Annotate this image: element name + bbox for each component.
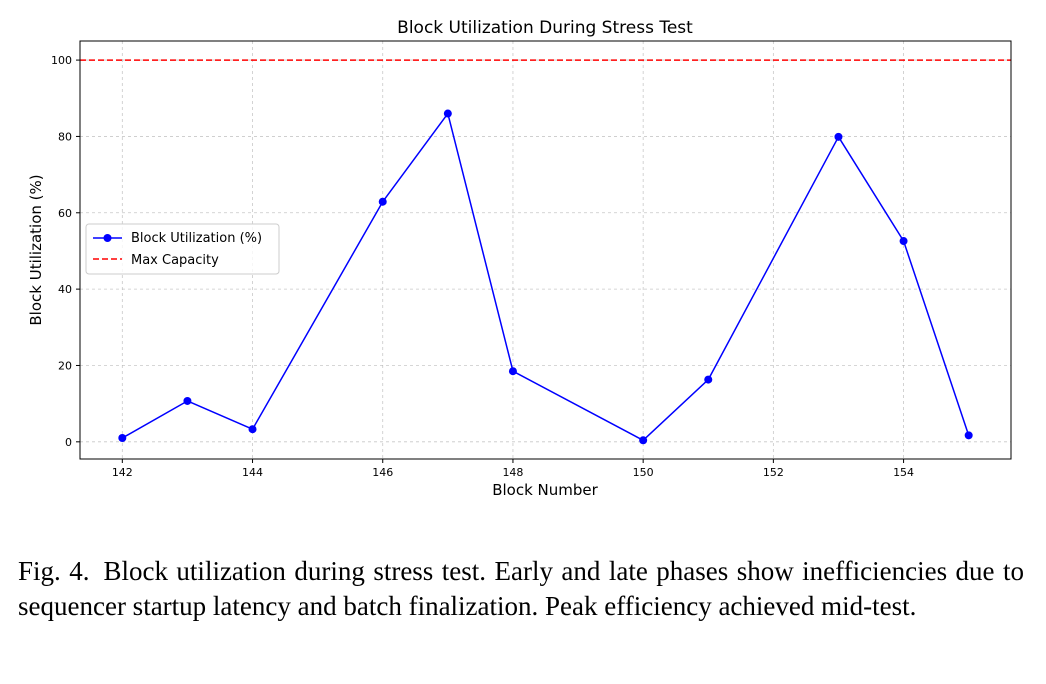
utilization-series-line bbox=[121, 112, 970, 442]
y-tick-label: 40 bbox=[58, 283, 72, 296]
utilization-data-point bbox=[834, 132, 843, 141]
y-tick-label: 60 bbox=[58, 207, 72, 220]
figure-caption-label: Fig. 4. bbox=[18, 556, 90, 586]
legend-capacity-label: Max Capacity bbox=[131, 253, 219, 268]
chart-title: Block Utilization During Stress Test bbox=[397, 18, 693, 38]
x-axis-ticks: 142 144 146 148 150 152 154 bbox=[112, 459, 914, 479]
x-tick-label: 154 bbox=[893, 466, 914, 479]
line-chart: 142 144 146 148 150 152 154 0 20 40 60 80 100 Block… bbox=[27, 18, 1012, 499]
legend-utilization-swatch-marker bbox=[103, 234, 112, 242]
utilization-series-layer bbox=[118, 109, 973, 445]
x-axis-label: Block Number bbox=[492, 481, 598, 499]
utilization-data-point bbox=[899, 237, 908, 246]
x-tick-label: 144 bbox=[242, 466, 263, 479]
x-tick-label: 150 bbox=[633, 466, 654, 479]
plot-area-frame bbox=[79, 40, 1012, 460]
utilization-data-point bbox=[443, 109, 452, 118]
utilization-data-point bbox=[183, 396, 192, 405]
figure-caption: Fig. 4. Block utilization during stress t… bbox=[18, 554, 1024, 624]
y-tick-label: 0 bbox=[65, 436, 72, 449]
utilization-data-point bbox=[118, 434, 127, 443]
legend: Block Utilization (%) Max Capacity bbox=[85, 223, 280, 275]
x-tick-label: 142 bbox=[112, 466, 133, 479]
legend-box bbox=[85, 223, 280, 275]
y-axis-ticks: 0 20 40 60 80 100 bbox=[51, 54, 80, 449]
utilization-data-point bbox=[964, 431, 973, 440]
x-tick-label: 148 bbox=[502, 466, 523, 479]
utilization-data-point bbox=[248, 425, 257, 434]
utilization-data-point bbox=[378, 197, 387, 206]
legend-utilization-label: Block Utilization (%) bbox=[131, 231, 262, 246]
x-tick-label: 152 bbox=[763, 466, 784, 479]
y-axis-label: Block Utilization (%) bbox=[27, 174, 45, 325]
y-tick-label: 20 bbox=[58, 359, 72, 372]
y-tick-label: 80 bbox=[58, 130, 72, 143]
utilization-data-point bbox=[508, 367, 517, 376]
utilization-data-point bbox=[704, 375, 713, 384]
y-tick-label: 100 bbox=[51, 54, 72, 67]
figure-caption-text: Block utilization during stress test. Ea… bbox=[18, 556, 1024, 621]
utilization-data-point bbox=[639, 436, 648, 445]
x-tick-label: 146 bbox=[372, 466, 393, 479]
